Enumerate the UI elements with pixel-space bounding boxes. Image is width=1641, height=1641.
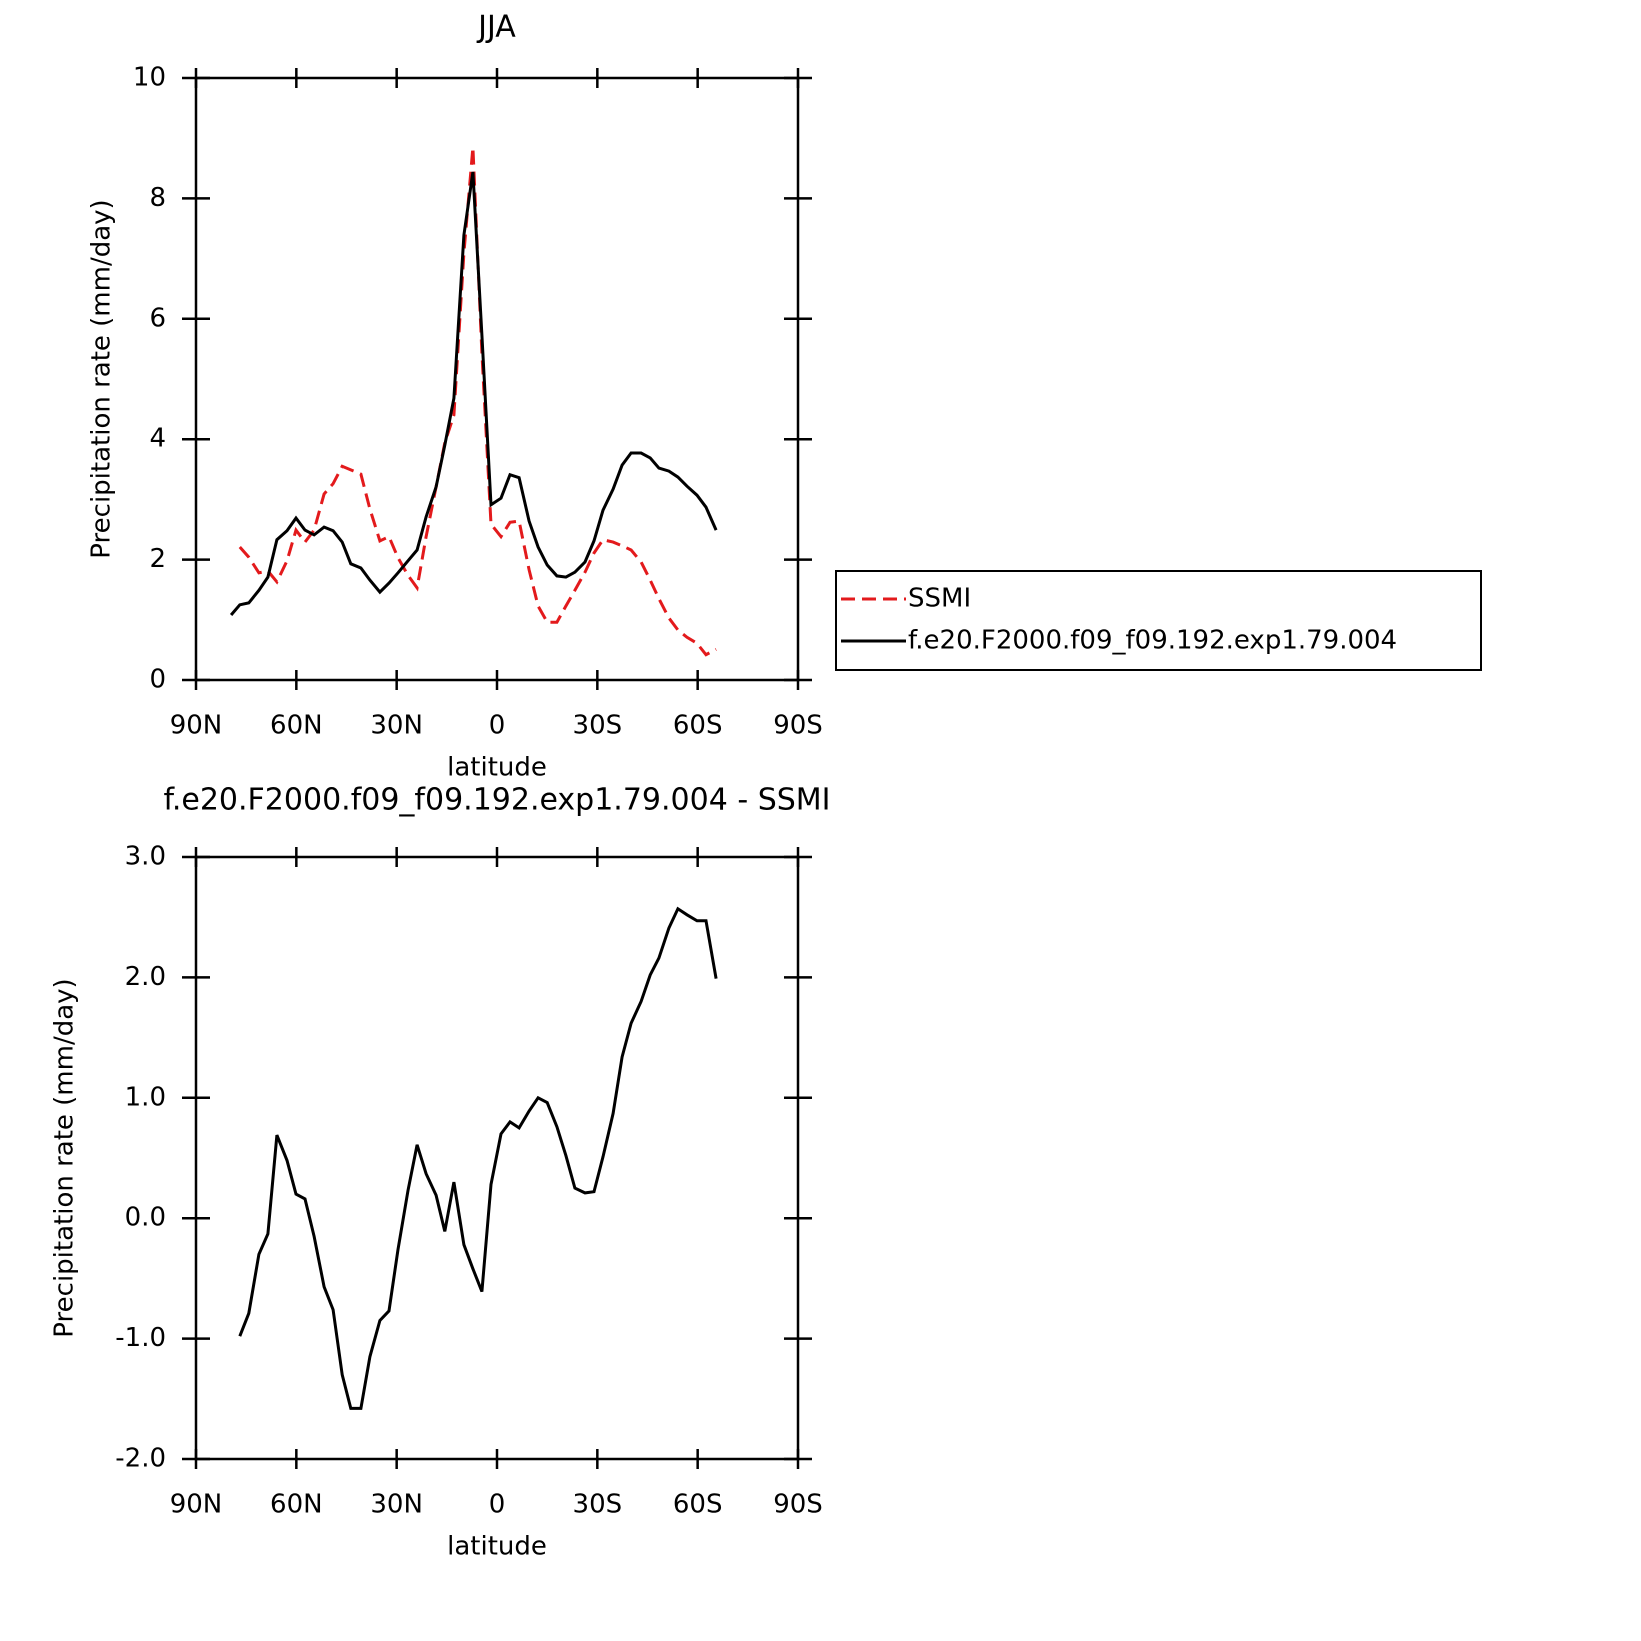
x-tick-label: 0 (489, 1490, 506, 1520)
x-tick-label: 60N (270, 1490, 323, 1520)
x-tick-label: 60N (270, 711, 323, 741)
y-tick-label: 4 (149, 424, 166, 454)
y-tick-label: -2.0 (115, 1444, 166, 1474)
y-tick-label: 8 (149, 183, 166, 213)
x-tick-label: 90S (773, 711, 823, 741)
legend-box (835, 570, 1482, 671)
y-tick-label: 0.0 (125, 1203, 166, 1233)
y-tick-label: 3.0 (125, 842, 166, 872)
legend-label: SSMI (908, 584, 971, 614)
y-tick-label: 1.0 (125, 1082, 166, 1112)
y-tick-label: 10 (133, 63, 166, 93)
y-tick-label: 6 (149, 303, 166, 333)
y-axis-label: Precipitation rate (mm/day) (87, 199, 117, 558)
x-axis-label: latitude (447, 1532, 547, 1562)
data-line (238, 906, 718, 1410)
chart-title: JJA (476, 10, 516, 45)
x-tick-label: 30S (573, 1490, 623, 1520)
y-tick-label: 2.0 (125, 962, 166, 992)
y-axis-label: Precipitation rate (mm/day) (50, 978, 80, 1337)
x-tick-label: 60S (673, 711, 723, 741)
x-tick-label: 90N (170, 711, 223, 741)
y-tick-label: 0 (149, 665, 166, 695)
legend-label: f.e20.F2000.f09_f09.192.exp1.79.004 (908, 626, 1397, 656)
y-tick-label: 2 (149, 544, 166, 574)
x-tick-label: 90N (170, 1490, 223, 1520)
data-line (238, 147, 717, 657)
plot-frame (194, 76, 800, 682)
x-tick-label: 0 (489, 711, 506, 741)
x-tick-label: 30N (370, 711, 423, 741)
x-tick-label: 30S (573, 711, 623, 741)
x-tick-label: 30N (370, 1490, 423, 1520)
x-axis-label: latitude (447, 753, 547, 783)
x-tick-label: 90S (773, 1490, 823, 1520)
data-line (229, 171, 718, 616)
x-tick-label: 60S (673, 1490, 723, 1520)
y-tick-label: -1.0 (115, 1323, 166, 1353)
chart-title: f.e20.F2000.f09_f09.192.exp1.79.004 - SS… (163, 783, 830, 818)
